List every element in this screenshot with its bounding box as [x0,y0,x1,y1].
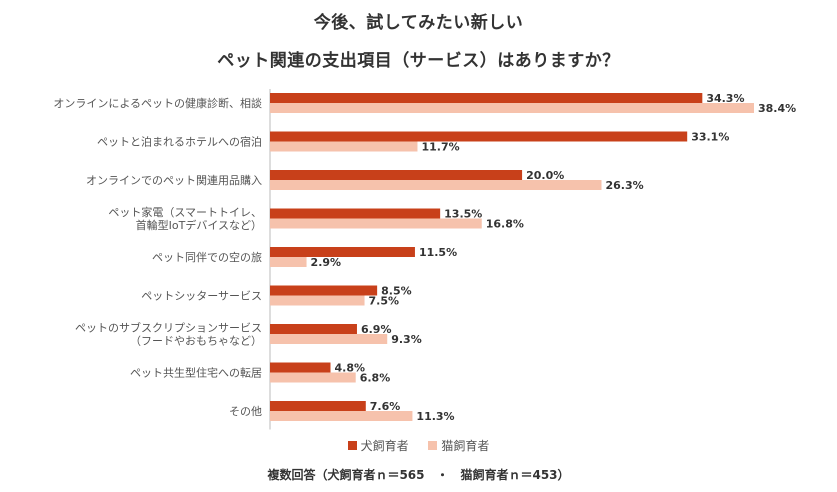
value-label-cat: 2.9% [311,256,342,269]
category-label: ペットシッターサービス [141,290,262,303]
value-label-dog: 34.3% [706,92,744,105]
value-label-cat: 9.3% [391,333,422,346]
category-label: オンラインでのペット関連用品購入 [86,173,262,187]
bar-chart: オンラインによるペットの健康診断、相談 34.3% 38.4% ペットと泊まれるホテル… [53,89,796,430]
legend-swatch-dog [347,441,357,450]
bar-cat [270,372,356,383]
category-label: ペットのサブスクリプションサービス（フードやおもちゃなど） [75,321,262,348]
value-label-dog: 7.6% [370,400,401,413]
value-label-cat: 26.3% [605,179,643,192]
value-label-cat: 6.8% [360,372,391,385]
value-label-cat: 7.5% [369,295,400,308]
bar-dog [270,401,366,411]
legend: 犬飼育者 猫飼育者 [0,437,837,454]
value-label-cat: 11.3% [416,410,454,423]
bar-dog [270,324,357,334]
category-label: その他 [229,405,262,418]
bar-cat [270,334,388,344]
bar-cat [270,141,418,152]
bar-cat [270,257,307,267]
bar-dog [270,131,688,142]
bar-cat [270,411,413,421]
category-label: ペットと泊まれるホテルへの宿泊 [97,135,262,149]
category-label: ペット家電（スマートトイレ、首輪型IoTデバイスなど） [108,205,262,232]
value-label-dog: 4.8% [335,362,366,375]
value-label-dog: 13.5% [444,208,482,221]
bar-dog [270,170,523,180]
value-label-dog: 20.0% [526,169,564,182]
value-label-cat: 16.8% [486,218,524,231]
bar-cat [270,295,365,306]
value-label-dog: 11.5% [419,246,457,259]
footnote: 複数回答（犬飼育者ｎ＝565 ・ 猫飼育者ｎ＝453） [267,468,570,482]
bar-dog [270,285,378,296]
value-label-cat: 11.7% [421,141,459,154]
legend-label-cat: 猫飼育者 [441,439,490,453]
legend-swatch-cat [428,441,438,450]
category-label: オンラインによるペットの健康診断、相談 [53,96,262,110]
value-label-dog: 33.1% [691,131,729,144]
bar-cat [270,103,754,113]
bar-cat [270,180,602,190]
value-label-dog: 6.9% [361,323,392,336]
category-label: ペット共生型住宅への転居 [130,366,262,380]
bar-dog [270,208,441,219]
chart-title-line2: ペット関連の支出項目（サービス）はありますか？ [217,51,620,71]
legend-item-dog: 犬飼育者 [347,437,409,454]
value-label-dog: 8.5% [381,285,412,298]
bar-dog [270,247,415,257]
bar-dog [270,362,331,373]
legend-item-cat: 猫飼育者 [428,437,489,454]
bar-cat [270,218,482,229]
bar-dog [270,93,703,103]
category-label: ペット同伴での空の旅 [152,250,262,264]
legend-label-dog: 犬飼育者 [360,439,409,453]
chart-title-line1: 今後、試してみたい新しい [313,13,524,33]
value-label-cat: 38.4% [758,102,796,115]
